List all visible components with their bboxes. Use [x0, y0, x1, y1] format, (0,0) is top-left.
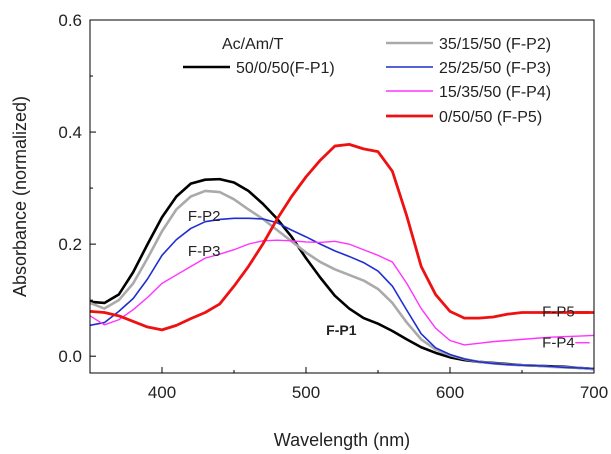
legend-label-f-p4: 15/35/50 (F-P4): [439, 84, 551, 101]
tick-layer: 400 500 600 700 0.0 0.2 0.4 0.6: [58, 11, 608, 402]
legend: Ac/Am/T 50/0/50(F-P1) 35/15/50 (F-P2) 25/2…: [183, 36, 551, 126]
curve-label-f-p1: F-P1: [326, 322, 357, 338]
series-line-f-p2: [90, 189, 594, 371]
y-axis-title: Absorbance (normalized): [10, 96, 30, 297]
series-layer: [90, 142, 594, 371]
x-tick-label: 600: [436, 383, 464, 402]
plot-frame: [89, 19, 595, 374]
series-line-f-p4: [90, 239, 594, 346]
x-axis-title: Wavelength (nm): [274, 430, 410, 450]
legend-label-f-p3: 25/25/50 (F-P3): [439, 60, 551, 77]
annotation-layer: F-P2 F-P3 F-P1 F-P5 F-P4: [188, 208, 590, 352]
legend-label-f-p2: 35/15/50 (F-P2): [439, 36, 551, 53]
x-tick-label: 500: [292, 383, 320, 402]
legend-label-f-p5: 0/50/50 (F-P5): [439, 109, 542, 126]
curve-label-f-p4: F-P4: [542, 335, 575, 352]
y-tick-label: 0.6: [58, 11, 82, 30]
x-tick-label: 400: [148, 383, 176, 402]
x-tick-label: 700: [580, 383, 608, 402]
legend-title: Ac/Am/T: [222, 36, 284, 53]
curve-label-f-p2: F-P2: [188, 208, 221, 225]
series-line-f-p3: [90, 217, 594, 370]
y-tick-label: 0.2: [58, 235, 82, 254]
y-tick-label: 0.0: [58, 347, 82, 366]
curve-label-f-p5: F-P5: [542, 303, 575, 320]
series-line-f-p1: [90, 177, 594, 371]
legend-label-f-p1: 50/0/50(F-P1): [236, 60, 335, 77]
curve-label-f-p3: F-P3: [188, 243, 221, 260]
series-line-f-p5: [90, 142, 594, 332]
y-tick-label: 0.4: [58, 123, 82, 142]
